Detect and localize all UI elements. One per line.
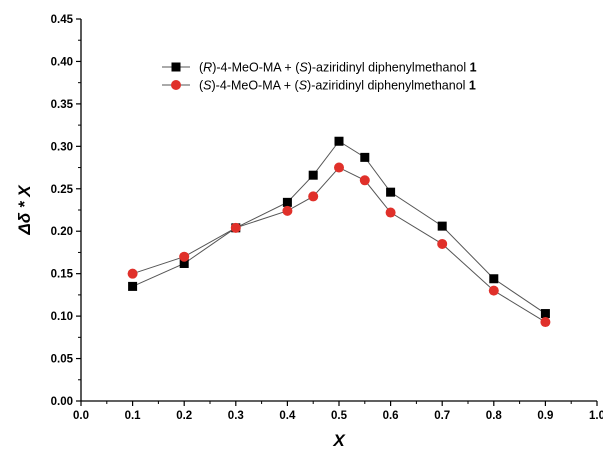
x-tick-label: 0.2 bbox=[176, 410, 192, 422]
x-tick-label: 0.4 bbox=[279, 410, 296, 422]
y-tick-label: 0.00 bbox=[51, 396, 73, 408]
legend-label-part: )-4-MeO-MA + ( bbox=[212, 61, 300, 75]
data-point-circle bbox=[359, 175, 370, 186]
data-point-square bbox=[128, 281, 138, 291]
legend-label-part: )-4-MeO-MA + ( bbox=[212, 79, 300, 93]
y-tick-label: 0.05 bbox=[51, 354, 74, 366]
legend-label-part: R bbox=[203, 61, 212, 75]
y-tick-label: 0.10 bbox=[51, 311, 73, 323]
data-point-square bbox=[334, 136, 344, 146]
data-point-square bbox=[282, 197, 292, 207]
legend-label-part: 1 bbox=[469, 79, 476, 93]
x-axis-title: X bbox=[332, 431, 346, 450]
x-tick-label: 0.6 bbox=[383, 410, 399, 422]
y-tick-label: 0.20 bbox=[51, 226, 73, 238]
data-point-circle bbox=[385, 207, 396, 218]
data-point-circle bbox=[334, 162, 344, 173]
legend-label-part: S bbox=[203, 79, 212, 93]
legend-marker-square bbox=[171, 62, 181, 72]
x-tick-label: 0.7 bbox=[434, 410, 450, 422]
y-tick-label: 0.30 bbox=[51, 141, 73, 153]
data-point-square bbox=[437, 221, 447, 231]
data-point-square bbox=[360, 152, 370, 162]
x-tick-label: 0.5 bbox=[331, 410, 348, 422]
data-point-circle bbox=[437, 238, 448, 249]
data-point-square bbox=[386, 187, 396, 197]
axes: 0.0 0.1 0.2 0.3 0.4 0.5 0.6 0.7 0.8 0.9 1.0 0.00 0.0… bbox=[51, 14, 603, 422]
x-tick-label: 0.9 bbox=[537, 410, 553, 422]
data-point-circle bbox=[230, 222, 241, 233]
y-tick-label: 0.25 bbox=[51, 184, 74, 196]
y-tick-label: 0.35 bbox=[51, 99, 74, 111]
legend-label-part: S bbox=[299, 79, 308, 93]
legend-marker-circle bbox=[171, 80, 181, 90]
data-point-circle bbox=[127, 268, 138, 279]
data-point-square bbox=[179, 258, 189, 268]
x-tick-label: 0.1 bbox=[125, 410, 142, 422]
data-point-square bbox=[540, 309, 550, 319]
legend-label: (S)-4-MeO-MA + (S)-aziridinyl diphenylme… bbox=[199, 79, 476, 93]
data-point-square bbox=[489, 274, 499, 284]
data-point-circle bbox=[308, 191, 319, 202]
legend-label-part: 1 bbox=[470, 61, 477, 75]
y-axis-title: Δδ * X bbox=[15, 184, 34, 236]
x-tick-label: 0.0 bbox=[73, 410, 89, 422]
legend-entry-1: (R)-4-MeO-MA + (S)-aziridinyl diphenylme… bbox=[162, 61, 477, 75]
legend-label-part: ( bbox=[199, 61, 204, 75]
legend: (R)-4-MeO-MA + (S)-aziridinyl diphenylme… bbox=[162, 61, 477, 93]
legend-label: (R)-4-MeO-MA + (S)-aziridinyl diphenylme… bbox=[199, 61, 477, 75]
series-line bbox=[132, 166, 546, 323]
series-1 bbox=[128, 136, 550, 319]
legend-label-part: ( bbox=[199, 79, 204, 93]
legend-label-part: S bbox=[299, 61, 308, 75]
x-tick-label: 0.3 bbox=[228, 410, 244, 422]
data-point-square bbox=[308, 170, 318, 180]
data-point-circle bbox=[282, 205, 293, 216]
legend-entry-2: (S)-4-MeO-MA + (S)-aziridinyl diphenylme… bbox=[162, 79, 476, 93]
legend-label-part: )-aziridinyl diphenylmethanol bbox=[307, 79, 469, 93]
y-tick-label: 0.15 bbox=[51, 269, 74, 281]
y-tick-label: 0.45 bbox=[51, 14, 74, 26]
legend-label-part: )-aziridinyl diphenylmethanol bbox=[308, 61, 470, 75]
data-point-circle bbox=[179, 251, 190, 262]
data-point-circle bbox=[488, 285, 499, 296]
x-tick-label: 0.8 bbox=[486, 410, 503, 422]
series-2 bbox=[127, 162, 551, 328]
series-layer bbox=[127, 136, 551, 328]
x-tick-label: 1.0 bbox=[589, 410, 603, 422]
data-point-circle bbox=[540, 317, 551, 328]
y-tick-label: 0.40 bbox=[51, 56, 73, 68]
